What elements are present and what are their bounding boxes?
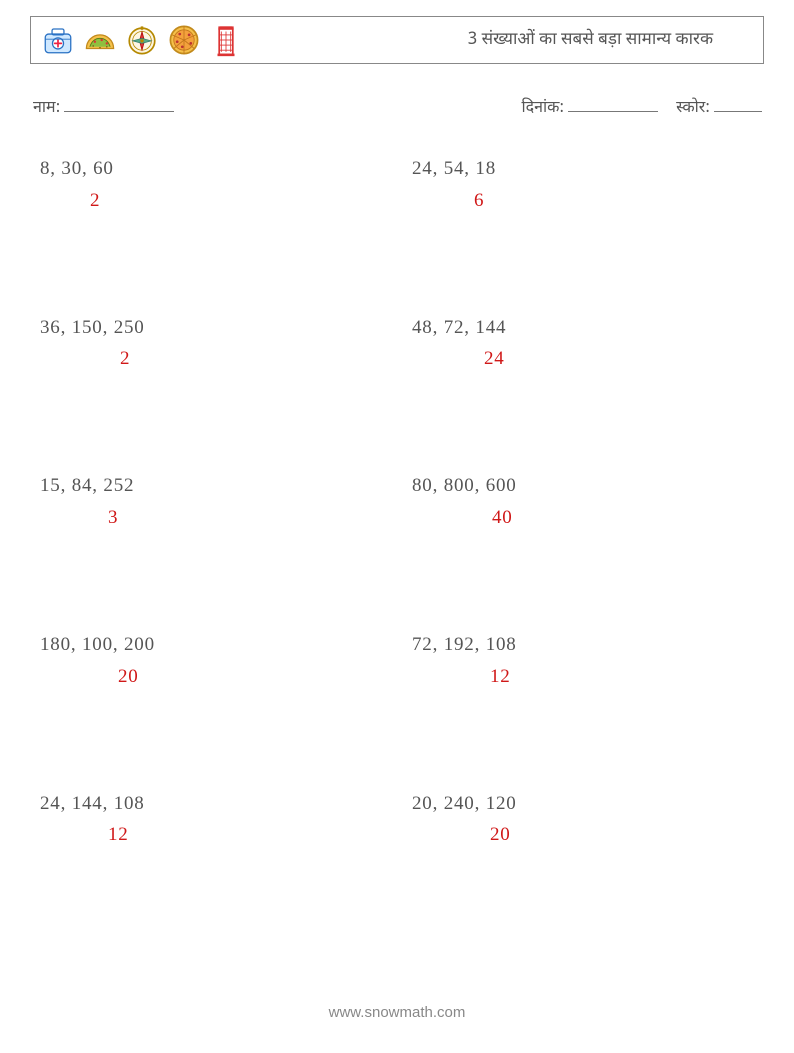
problem-answer: 20 xyxy=(412,824,764,846)
problem: 15, 84, 252 3 xyxy=(40,474,392,529)
footer-url: www.snowmath.com xyxy=(0,1004,794,1021)
problem-answer: 3 xyxy=(40,507,392,529)
header-box: 3 संख्याओं का सबसे बड़ा सामान्य कारक xyxy=(30,16,764,64)
pizza-icon xyxy=(167,23,201,57)
problem: 48, 72, 144 24 xyxy=(412,316,764,371)
score-label: स्कोर: xyxy=(676,98,710,119)
problem-numbers: 72, 192, 108 xyxy=(412,633,764,658)
problem-numbers: 80, 800, 600 xyxy=(412,474,764,499)
problem-answer: 40 xyxy=(412,507,764,529)
problem-numbers: 180, 100, 200 xyxy=(40,633,392,658)
problem-numbers: 36, 150, 250 xyxy=(40,316,392,341)
worksheet-title: 3 संख्याओं का सबसे बड़ा सामान्य कारक xyxy=(468,29,753,51)
problem-numbers: 20, 240, 120 xyxy=(412,792,764,817)
taco-icon xyxy=(83,23,117,57)
problem-answer: 6 xyxy=(412,190,764,212)
meta-row: नाम: दिनांक: स्कोर: xyxy=(30,98,764,119)
phonebooth-icon xyxy=(209,23,243,57)
problem: 20, 240, 120 20 xyxy=(412,792,764,847)
icons-row xyxy=(41,23,243,57)
problem: 180, 100, 200 20 xyxy=(40,633,392,688)
date-field: दिनांक: xyxy=(521,98,658,119)
date-blank xyxy=(568,111,658,112)
problem-numbers: 24, 54, 18 xyxy=(412,157,764,182)
problem-answer: 20 xyxy=(40,666,392,688)
date-label: दिनांक: xyxy=(521,98,564,119)
problem-numbers: 15, 84, 252 xyxy=(40,474,392,499)
problems-grid: 8, 30, 60 2 24, 54, 18 6 36, 150, 250 2 48, 72… xyxy=(30,157,764,846)
problem-answer: 24 xyxy=(412,348,764,370)
problem-answer: 12 xyxy=(40,824,392,846)
score-blank xyxy=(714,111,762,112)
medkit-icon xyxy=(41,23,75,57)
name-field: नाम: xyxy=(30,98,174,119)
problem-answer: 12 xyxy=(412,666,764,688)
problem: 72, 192, 108 12 xyxy=(412,633,764,688)
problem-numbers: 48, 72, 144 xyxy=(412,316,764,341)
name-label: नाम: xyxy=(33,98,60,119)
problem: 80, 800, 600 40 xyxy=(412,474,764,529)
problem-numbers: 24, 144, 108 xyxy=(40,792,392,817)
score-field: स्कोर: xyxy=(676,98,762,119)
name-blank xyxy=(64,111,174,112)
problem: 36, 150, 250 2 xyxy=(40,316,392,371)
compass-icon xyxy=(125,23,159,57)
problem-answer: 2 xyxy=(40,190,392,212)
problem-answer: 2 xyxy=(40,348,392,370)
problem-numbers: 8, 30, 60 xyxy=(40,157,392,182)
problem: 24, 54, 18 6 xyxy=(412,157,764,212)
problem: 24, 144, 108 12 xyxy=(40,792,392,847)
problem: 8, 30, 60 2 xyxy=(40,157,392,212)
